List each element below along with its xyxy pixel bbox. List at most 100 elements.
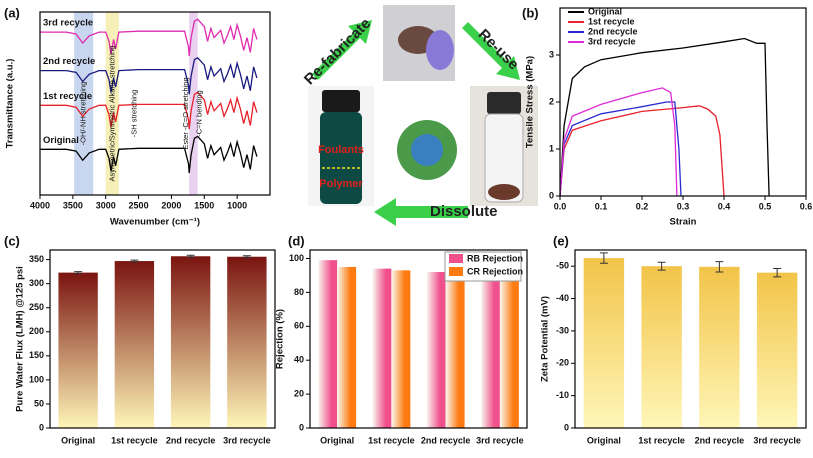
x-tick-label: 0.5: [759, 201, 772, 211]
bar: [641, 266, 682, 428]
error-bar: [130, 259, 139, 263]
y-tick-label: 2: [549, 96, 554, 106]
bar: [426, 272, 446, 428]
panel-title: (e): [553, 233, 569, 248]
bar: [699, 266, 740, 428]
series-label: 1st recycle: [43, 91, 92, 102]
bar: [170, 256, 211, 428]
error-bar: [74, 271, 83, 275]
bar: [756, 272, 798, 428]
x-tick-label: 1st recycle: [111, 435, 158, 445]
plot-frame: [309, 249, 528, 429]
bar: [318, 260, 338, 428]
bar: [114, 261, 155, 428]
vial-sediment: [488, 184, 520, 200]
y-tick-label: 80: [294, 287, 304, 297]
x-tick-label: 3rd recycle: [223, 435, 271, 445]
x-tick-label: Original: [61, 435, 95, 445]
y-tick-label: 60: [294, 321, 304, 331]
x-tick-label: 0.1: [595, 201, 608, 211]
y-axis-label: Transmittance (a.u.): [5, 59, 16, 149]
arrow: [374, 198, 468, 226]
legend-label: 1st recycle: [588, 16, 635, 26]
plot-frame: [574, 249, 807, 429]
x-tick-label: Original: [587, 435, 621, 445]
arrow: [312, 20, 372, 80]
legend-label: Original: [588, 6, 622, 16]
series-line: [559, 105, 725, 197]
series-line: [40, 56, 258, 95]
series-line: [40, 91, 258, 130]
series-label: 2nd recycle: [43, 56, 95, 67]
error-bar: [599, 252, 608, 264]
x-tick-label: 3rd recycle: [753, 435, 801, 445]
y-tick-label: 40: [294, 355, 304, 365]
error-bar: [715, 261, 724, 273]
series-line: [40, 135, 258, 174]
legend-label: 2nd recycle: [588, 26, 638, 36]
annotation: Ester -C=O stretching: [181, 77, 190, 149]
bar: [445, 275, 465, 428]
legend-swatch: [449, 254, 463, 263]
band: [189, 12, 198, 195]
y-tick-label: 0: [299, 422, 304, 432]
x-tick-label: 2500: [129, 200, 149, 210]
vial-cap: [487, 92, 521, 114]
error-bar: [242, 255, 251, 259]
y-axis-label: Tensile Stress (MPa): [525, 56, 536, 148]
band: [105, 12, 119, 195]
step-label: Dissolute: [430, 203, 498, 220]
y-tick-label: 0: [549, 190, 554, 200]
step-label: Re-use: [475, 26, 522, 73]
y-tick-label: -50: [556, 261, 569, 271]
y-tick-label: 3: [549, 49, 554, 59]
x-tick-label: 4000: [30, 200, 50, 210]
y-tick-label: 0: [564, 422, 569, 432]
x-tick-label: 2nd recycle: [166, 435, 216, 445]
y-axis-label: Rejection (%): [275, 309, 286, 369]
x-tick-label: 0.6: [800, 201, 813, 211]
x-axis-label: Strain: [670, 217, 697, 228]
x-tick-label: 0.3: [677, 201, 690, 211]
legend-label: RB Rejection: [467, 253, 523, 263]
annotation: Asymmetric/Symmetric Alkane stretching: [107, 46, 116, 182]
series-line: [40, 18, 258, 56]
y-tick-label: 100: [29, 374, 44, 384]
series-label: Original: [43, 135, 79, 146]
y-tick-label: 20: [294, 388, 304, 398]
bar: [227, 256, 267, 428]
x-tick-label: 0.0: [554, 201, 567, 211]
annotation: -C=N bending: [195, 90, 204, 137]
bar: [372, 268, 392, 428]
x-tick-label: 1500: [194, 200, 214, 210]
vial-body: [484, 113, 524, 203]
legend-label: CR Rejection: [467, 266, 523, 276]
x-tick-label: 1st recycle: [638, 435, 685, 445]
series-line: [559, 101, 682, 197]
x-tick-label: 2000: [161, 200, 181, 210]
legend-swatch: [449, 267, 463, 276]
y-tick-label: 350: [29, 254, 44, 264]
series-line: [559, 37, 770, 197]
band: [74, 12, 94, 195]
globe: [411, 134, 443, 166]
y-tick-label: 150: [29, 350, 44, 360]
y-tick-label: 200: [29, 326, 44, 336]
y-tick-label: 300: [29, 278, 44, 288]
bar: [391, 270, 411, 428]
panel-title: (c): [4, 233, 20, 248]
y-axis-label: Pure Water Flux (LMH) @125 psi: [15, 266, 26, 412]
legend-label: 3rd recycle: [588, 36, 636, 46]
x-tick-label: 0.4: [718, 201, 731, 211]
series-label: 3rd recycle: [43, 18, 93, 29]
series-line: [559, 87, 678, 197]
photo-glove: [426, 30, 454, 70]
y-tick-label: -20: [556, 358, 569, 368]
x-axis-label: Wavenumber (cm⁻¹): [110, 217, 200, 228]
y-tick-label: -10: [556, 390, 569, 400]
plot-frame: [559, 7, 807, 197]
annotation: -OH/-NH stretching: [78, 82, 87, 146]
y-axis-label: Zeta Potential (mV): [540, 296, 551, 382]
y-tick-label: -30: [556, 325, 569, 335]
